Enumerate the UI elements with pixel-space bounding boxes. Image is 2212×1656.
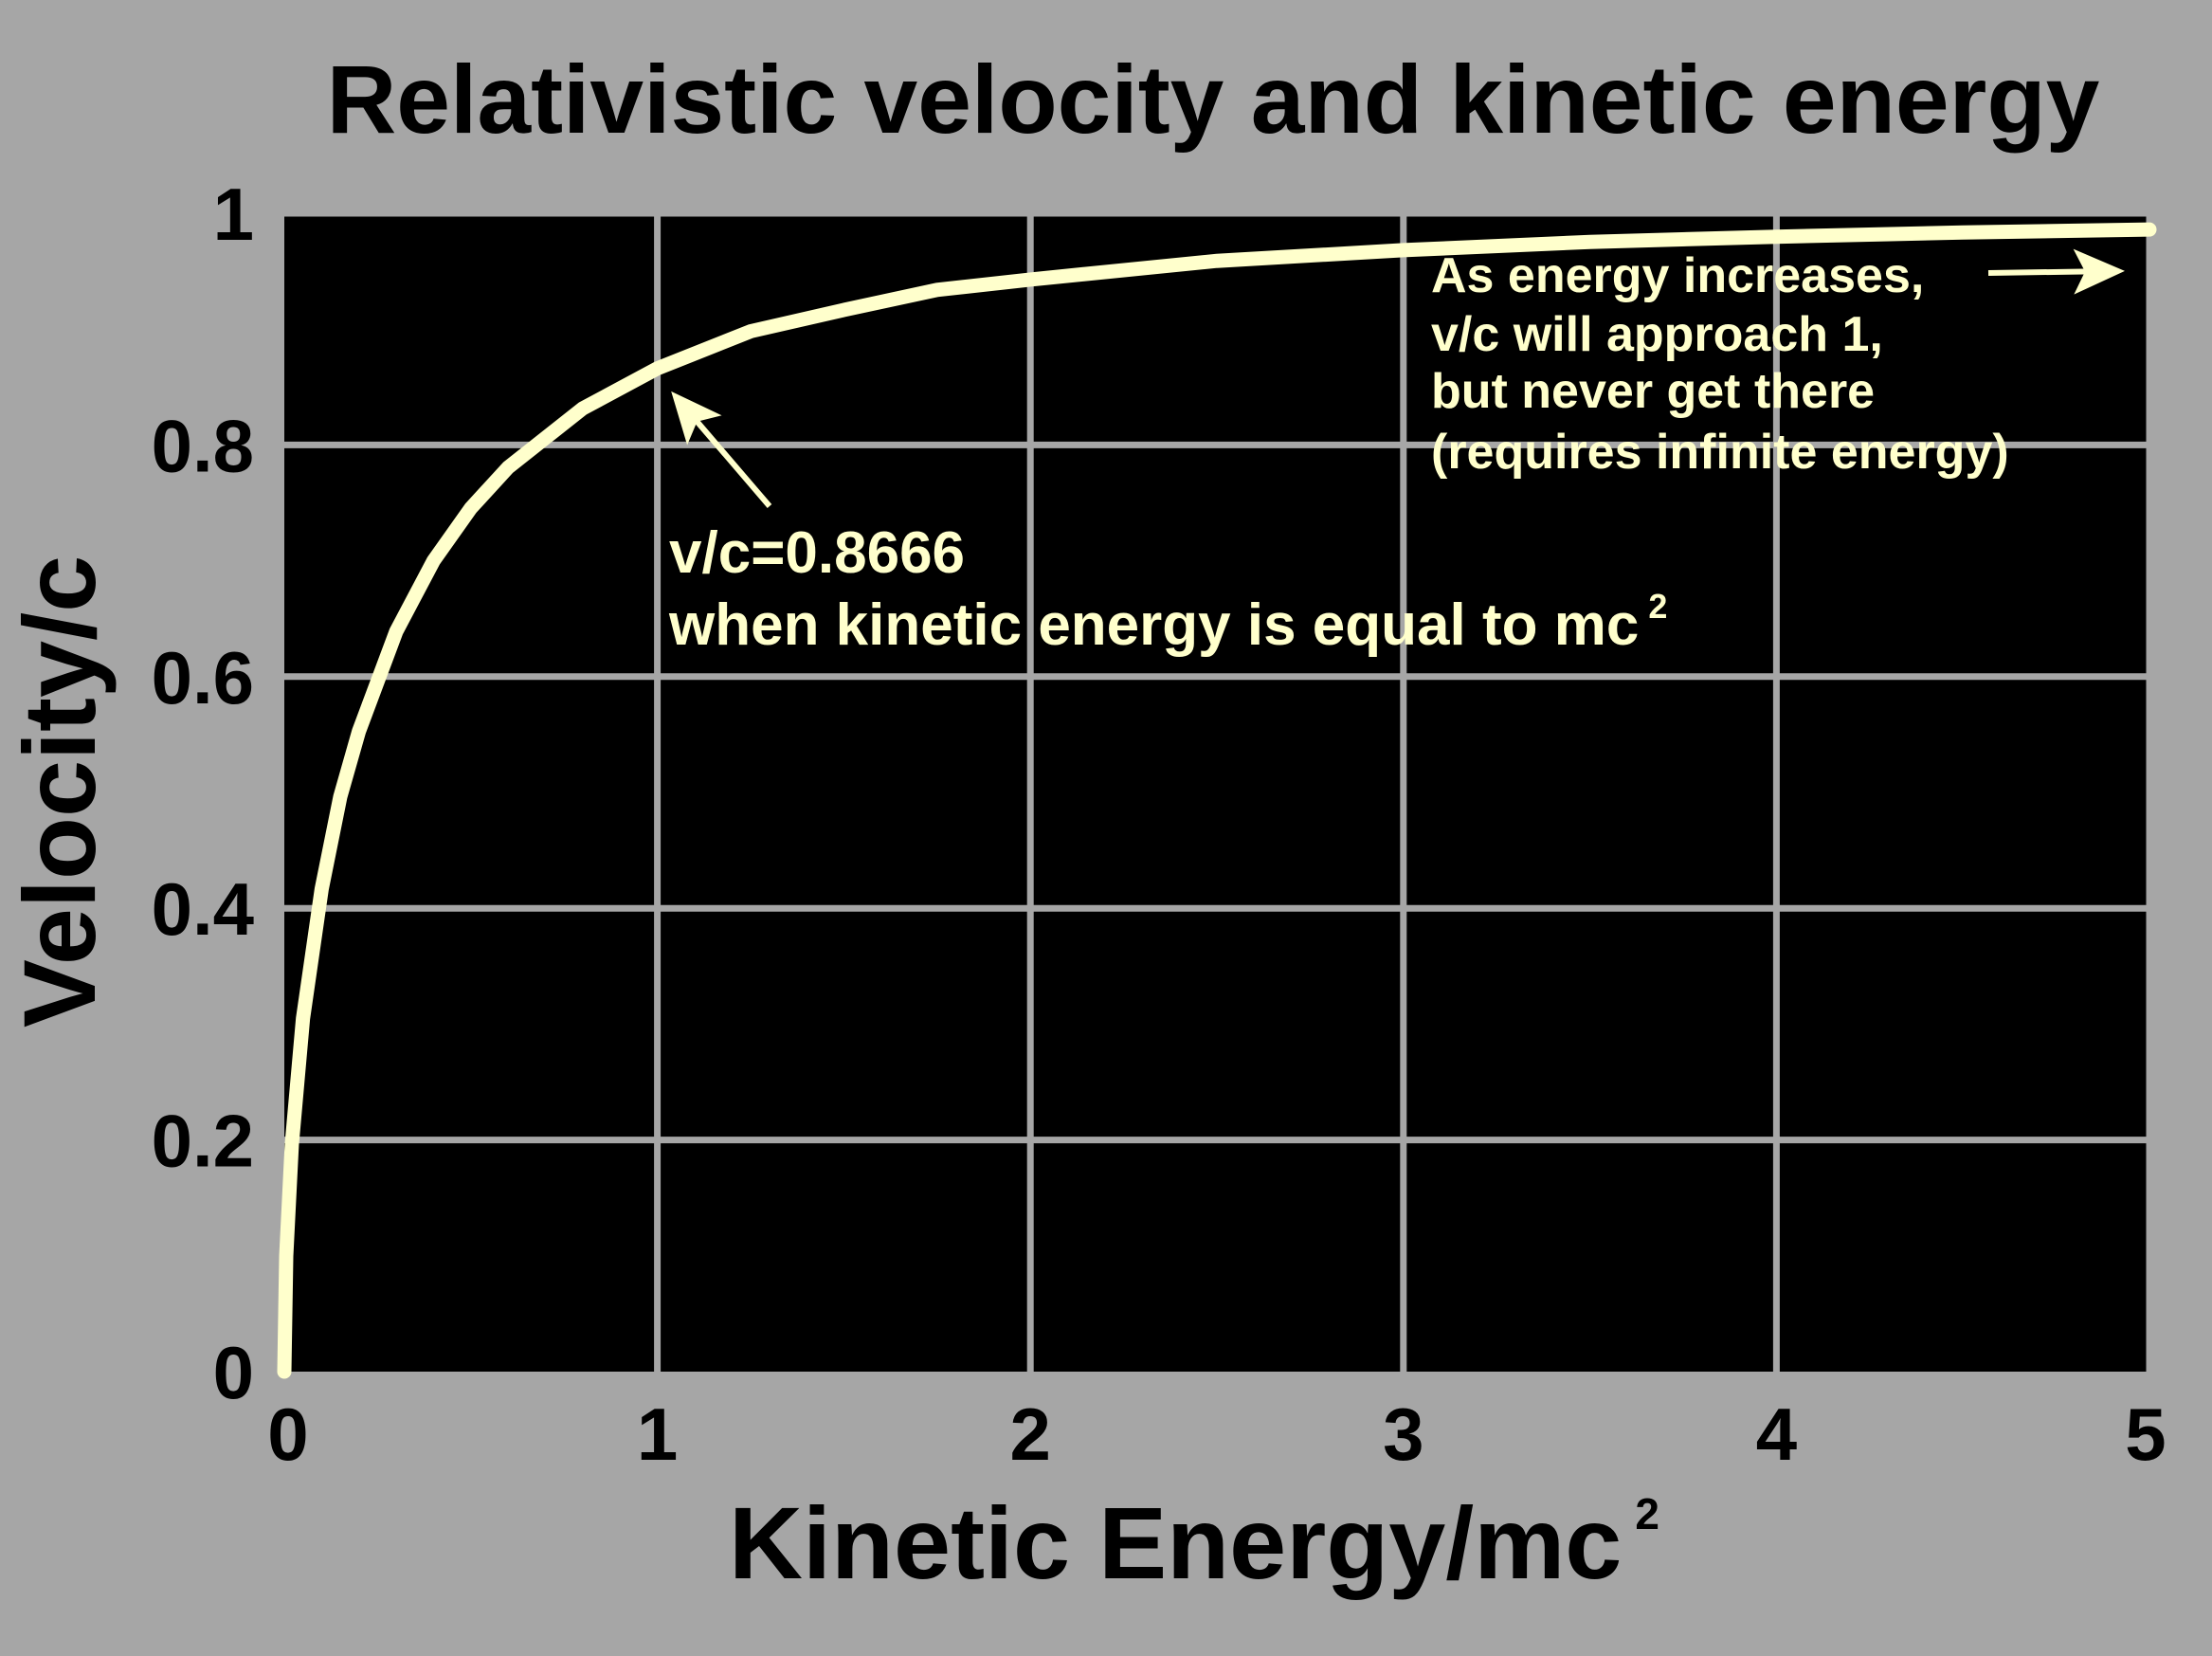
point-annotation-line1: v/c=0.8666 [669, 520, 965, 586]
x-axis-label-sup: 2 [1635, 1489, 1659, 1538]
y-tick-label: 0.6 [152, 636, 254, 719]
y-tick-label: 0.8 [152, 404, 254, 487]
point-annotation-line2-text: when kinetic energy is equal to mc [668, 592, 1639, 658]
limit-annotation-line4: (requires infinite energy) [1431, 425, 2009, 480]
y-tick-label: 0.2 [152, 1100, 254, 1183]
y-tick-labels: 0 0.2 0.4 0.6 0.8 1 [152, 173, 254, 1414]
x-tick-label: 5 [2125, 1392, 2166, 1476]
limit-annotation-arrow [1987, 248, 2125, 295]
point-annotation-arrow [671, 391, 772, 508]
grid [284, 209, 2153, 1372]
velocity-curve [277, 222, 2157, 1379]
x-tick-labels: 0 1 2 3 4 5 [267, 1392, 2166, 1476]
x-tick-label: 4 [1756, 1392, 1797, 1476]
point-annotation-line2: when kinetic energy is equal to mc 2 [668, 587, 1667, 658]
x-axis-label: Kinetic Energy/mc 2 [729, 1485, 1659, 1600]
y-tick-label: 0.4 [152, 867, 254, 951]
y-tick-label: 0 [213, 1331, 254, 1414]
limit-annotation-line3: but never get there [1431, 364, 1875, 419]
x-tick-label: 2 [1010, 1392, 1051, 1476]
limit-annotation-line2: v/c will approach 1, [1431, 307, 1883, 362]
y-tick-label: 1 [213, 173, 254, 256]
x-tick-label: 1 [637, 1392, 678, 1476]
chart-title: Relativistic velocity and kinetic energy [327, 45, 2100, 154]
point-annotation-line2-sup: 2 [1648, 587, 1667, 626]
y-axis-label: Velocity/c [2, 555, 117, 1028]
x-tick-label: 3 [1383, 1392, 1423, 1476]
x-axis-label-text: Kinetic Energy/mc [729, 1485, 1622, 1600]
limit-annotation-line1: As energy increases, [1431, 248, 1924, 303]
x-tick-label: 0 [267, 1392, 308, 1476]
